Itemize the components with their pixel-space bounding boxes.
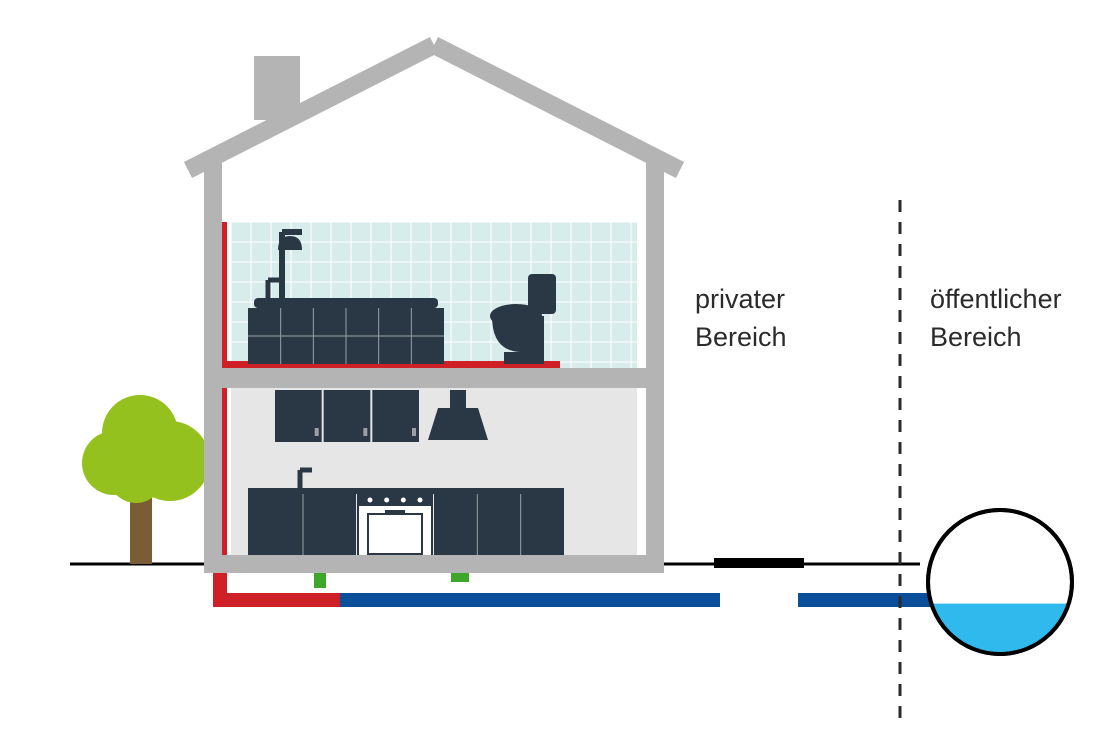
inspection-chamber-cover (714, 558, 804, 568)
bathtub (248, 298, 444, 364)
floor-slab (213, 368, 655, 388)
sewer-water (928, 604, 1072, 654)
label-private-1: privater (695, 284, 785, 314)
range-hood-icon (428, 408, 488, 440)
tree-foliage (82, 395, 210, 503)
house-plumbing-diagram: privater Bereich öffentlicher Bereich (0, 0, 1112, 746)
label-private-2: Bereich (695, 322, 787, 352)
chimney (254, 56, 300, 120)
inspection-chamber (720, 568, 798, 628)
upper-cabinets (275, 390, 419, 442)
stove-icon (358, 494, 432, 564)
label-public-1: öffentlicher (930, 284, 1062, 314)
label-public-2: Bereich (930, 322, 1022, 352)
